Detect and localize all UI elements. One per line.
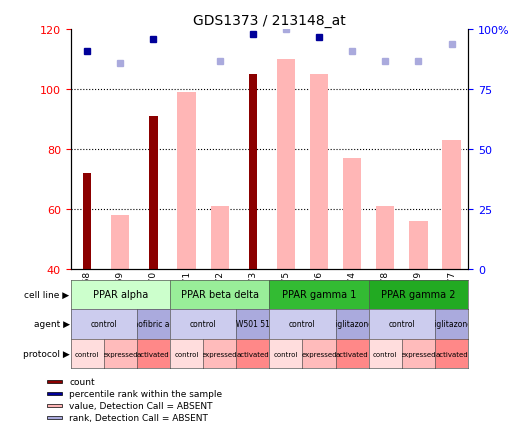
Text: PPAR alpha: PPAR alpha bbox=[93, 290, 148, 299]
Text: PPAR gamma 1: PPAR gamma 1 bbox=[282, 290, 356, 299]
Text: activated: activated bbox=[336, 351, 369, 357]
Text: percentile rank within the sample: percentile rank within the sample bbox=[69, 389, 222, 398]
Text: control: control bbox=[174, 351, 199, 357]
Bar bbox=[376, 207, 394, 269]
Text: GW501 516: GW501 516 bbox=[231, 320, 275, 329]
Text: control: control bbox=[90, 320, 117, 329]
Text: control: control bbox=[389, 320, 415, 329]
Bar bbox=[83, 174, 92, 269]
Text: PPAR beta delta: PPAR beta delta bbox=[180, 290, 259, 299]
Bar bbox=[47, 381, 62, 383]
Text: activated: activated bbox=[435, 351, 468, 357]
Text: PPAR gamma 2: PPAR gamma 2 bbox=[381, 290, 456, 299]
Bar bbox=[47, 416, 62, 419]
Text: protocol ▶: protocol ▶ bbox=[23, 349, 70, 358]
Text: ciglitazone: ciglitazone bbox=[331, 320, 373, 329]
Text: activated: activated bbox=[137, 351, 170, 357]
Text: cell line ▶: cell line ▶ bbox=[25, 290, 70, 299]
Text: agent ▶: agent ▶ bbox=[33, 320, 70, 329]
Text: activated: activated bbox=[236, 351, 269, 357]
Bar bbox=[47, 392, 62, 395]
Text: control: control bbox=[190, 320, 217, 329]
Bar bbox=[211, 207, 229, 269]
Text: control: control bbox=[75, 351, 99, 357]
Bar bbox=[47, 404, 62, 407]
Bar bbox=[177, 93, 196, 269]
Bar bbox=[343, 159, 361, 269]
Bar bbox=[277, 60, 295, 269]
Text: expressed: expressed bbox=[301, 351, 337, 357]
Text: value, Detection Call = ABSENT: value, Detection Call = ABSENT bbox=[69, 401, 213, 410]
Text: control: control bbox=[289, 320, 316, 329]
Text: expressed: expressed bbox=[202, 351, 237, 357]
Bar bbox=[310, 75, 328, 269]
Text: control: control bbox=[373, 351, 397, 357]
Bar bbox=[410, 221, 427, 269]
Text: fenofibric acid: fenofibric acid bbox=[126, 320, 181, 329]
Bar bbox=[149, 117, 157, 269]
Text: count: count bbox=[69, 377, 95, 386]
Title: GDS1373 / 213148_at: GDS1373 / 213148_at bbox=[193, 14, 346, 28]
Bar bbox=[442, 141, 461, 269]
Text: expressed: expressed bbox=[103, 351, 138, 357]
Text: control: control bbox=[274, 351, 298, 357]
Bar bbox=[111, 215, 129, 269]
Text: expressed: expressed bbox=[401, 351, 436, 357]
Bar bbox=[248, 75, 257, 269]
Text: rank, Detection Call = ABSENT: rank, Detection Call = ABSENT bbox=[69, 413, 208, 422]
Text: ciglitazone: ciglitazone bbox=[430, 320, 472, 329]
